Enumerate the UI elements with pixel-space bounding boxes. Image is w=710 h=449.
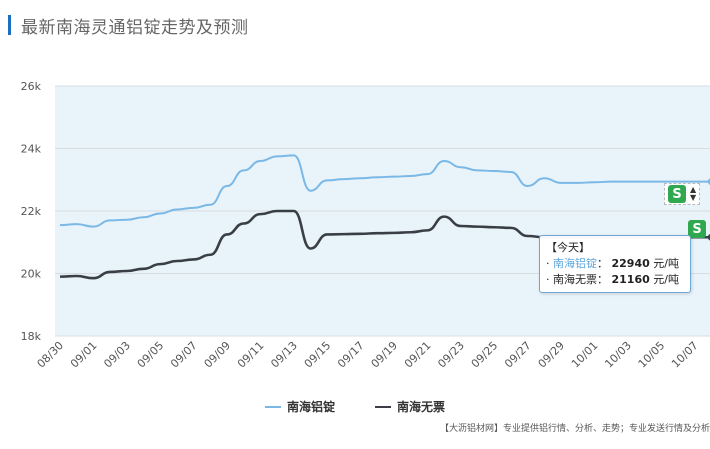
y-tick-label: 26k — [21, 80, 42, 93]
x-tick-label: 09/07 — [168, 339, 200, 371]
tooltip-row-1: · 南海铝锭： 22940 元/吨 — [546, 257, 679, 270]
legend-item-series-2[interactable]: 南海无票 — [375, 398, 445, 415]
y-tick-label: 20k — [21, 268, 42, 281]
y-tick-label: 22k — [21, 205, 42, 218]
s-badge-icon-upper[interactable]: S — [668, 185, 686, 203]
tooltip-value: 22940 — [611, 257, 650, 270]
badge-box-upper[interactable]: S ▲ ▼ — [664, 183, 701, 205]
y-tick-label: 18k — [21, 330, 42, 343]
series-end-point-1[interactable] — [707, 178, 710, 185]
tooltip-unit: 元/吨 — [653, 273, 679, 286]
y-axis: 26k 24k 22k 20k 18k — [21, 80, 42, 343]
y-tick-label: 24k — [21, 143, 42, 156]
tooltip-title: 【今天】 — [546, 241, 590, 254]
x-tick-label: 09/29 — [536, 339, 568, 371]
x-tick-label: 09/03 — [101, 339, 133, 371]
up-down-arrows-icon[interactable]: ▲ ▼ — [690, 185, 697, 202]
x-axis: 08/30 09/01 09/03 09/05 09/07 09/09 09/11 09/13… — [35, 339, 701, 371]
x-tick-label: 09/21 — [402, 339, 434, 371]
series-end-point-2[interactable] — [707, 234, 710, 241]
source-note: 【大沥铝材网】专业提供铝行情、分析、走势；专业发送行情及分析 — [439, 424, 710, 434]
legend-label: 南海铝锭 — [286, 400, 335, 414]
x-tick-label: 09/19 — [369, 339, 401, 371]
series-line-1[interactable] — [59, 154, 710, 228]
legend-item-series-1[interactable]: 南海铝锭 — [264, 398, 335, 415]
legend-swatch — [375, 405, 391, 408]
x-tick-label: 09/01 — [68, 339, 100, 371]
x-tick-label: 09/17 — [335, 339, 367, 371]
s-badge-icon-lower[interactable]: S — [688, 220, 706, 238]
legend-label: 南海无票 — [397, 400, 446, 414]
x-tick-label: 09/09 — [202, 339, 234, 371]
x-tick-label: 09/23 — [435, 339, 467, 371]
tooltip: 【今天】 · 南海铝锭： 22940 元/吨 · 南海无票： 21160 元/吨 — [539, 235, 691, 293]
tooltip-series-name: 南海无票 — [553, 273, 597, 286]
tooltip-value: 21160 — [611, 273, 650, 286]
tooltip-series-name: 南海铝锭 — [553, 257, 597, 270]
x-tick-label: 09/11 — [235, 339, 267, 371]
x-tick-label: 10/01 — [569, 339, 601, 371]
legend-swatch — [264, 405, 281, 408]
legend: 南海铝锭 南海无票 — [0, 398, 710, 415]
x-tick-label: 09/13 — [268, 339, 300, 371]
tooltip-unit: 元/吨 — [653, 257, 679, 270]
x-tick-label: 08/30 — [35, 339, 67, 371]
title-accent-bar — [8, 15, 11, 35]
tooltip-row-2: · 南海无票： 21160 元/吨 — [546, 273, 679, 286]
page-title: 最新南海灵通铝锭走势及预测 — [21, 17, 249, 38]
x-tick-label: 09/25 — [469, 339, 501, 371]
x-tick-label: 10/05 — [636, 339, 668, 371]
title-bar: 最新南海灵通铝锭走势及预测 — [8, 14, 249, 38]
x-tick-label: 10/03 — [602, 339, 634, 371]
x-tick-label: 09/15 — [302, 339, 334, 371]
x-tick-label: 09/05 — [135, 339, 167, 371]
x-tick-label: 10/07 — [669, 339, 701, 371]
x-tick-label: 09/27 — [502, 339, 534, 371]
